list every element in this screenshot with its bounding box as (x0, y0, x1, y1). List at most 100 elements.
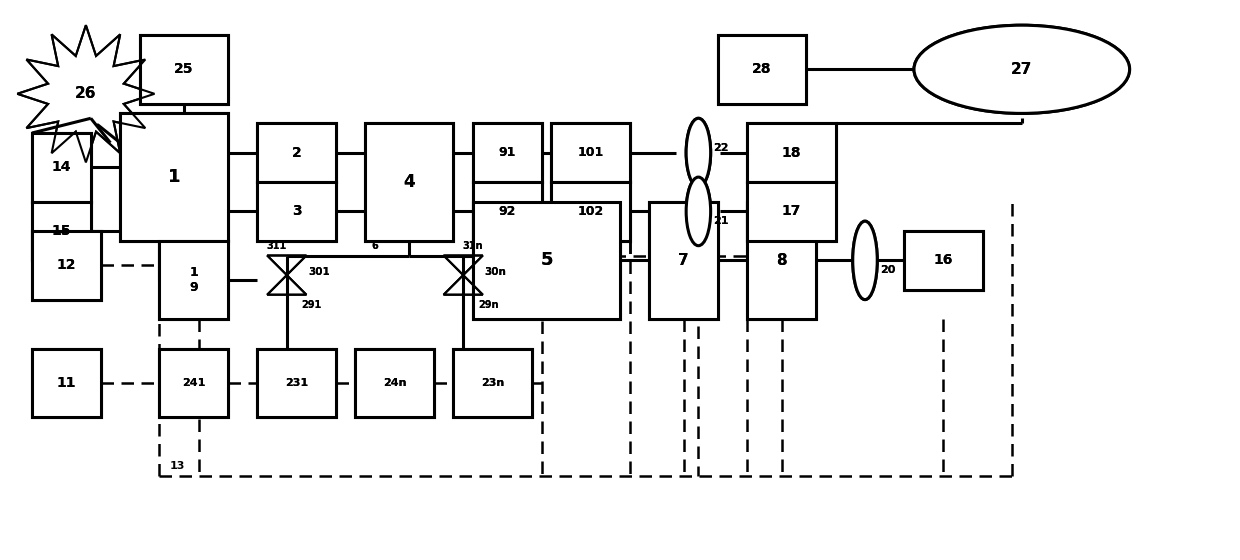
Text: 17: 17 (781, 204, 801, 218)
Text: 102: 102 (578, 205, 604, 218)
Ellipse shape (686, 118, 711, 187)
Text: 6: 6 (372, 241, 378, 251)
Ellipse shape (686, 177, 711, 246)
Text: 31n: 31n (463, 241, 484, 251)
Text: 21: 21 (713, 216, 729, 226)
Text: 5: 5 (541, 251, 553, 269)
Text: 8: 8 (776, 253, 787, 268)
Bar (718, 35, 806, 104)
Ellipse shape (686, 118, 711, 187)
Bar (140, 35, 228, 104)
Bar (160, 348, 228, 417)
Text: 3: 3 (291, 204, 301, 218)
Bar (258, 123, 336, 182)
Bar (160, 241, 228, 319)
Text: 26: 26 (76, 86, 97, 101)
Text: 1: 1 (167, 168, 180, 186)
Ellipse shape (914, 25, 1130, 114)
Text: 24n: 24n (383, 378, 407, 388)
Text: 11: 11 (57, 376, 76, 390)
Text: 5: 5 (541, 251, 553, 269)
Bar (120, 114, 228, 241)
Text: 12: 12 (57, 258, 76, 272)
Bar (472, 182, 542, 241)
Ellipse shape (853, 221, 877, 300)
Text: 28: 28 (753, 62, 771, 76)
Text: 22: 22 (713, 143, 729, 153)
Bar (748, 202, 816, 319)
Text: 27: 27 (1011, 62, 1033, 77)
Bar (904, 231, 982, 290)
Text: 17: 17 (781, 204, 801, 218)
Text: 13: 13 (169, 461, 185, 471)
Bar (32, 202, 91, 260)
Text: 20: 20 (879, 265, 895, 275)
Text: 23n: 23n (481, 378, 505, 388)
Text: 20: 20 (879, 265, 895, 275)
Text: 311: 311 (267, 241, 288, 251)
Text: 18: 18 (781, 146, 801, 160)
Text: 241: 241 (182, 378, 206, 388)
Bar (552, 182, 630, 241)
Bar (454, 348, 532, 417)
Bar (140, 35, 228, 104)
Bar (366, 123, 454, 241)
Bar (472, 202, 620, 319)
Bar (552, 123, 630, 182)
Text: 241: 241 (182, 378, 206, 388)
Text: 18: 18 (781, 146, 801, 160)
Bar (748, 202, 816, 319)
Text: 24n: 24n (383, 378, 407, 388)
Text: 14: 14 (52, 160, 71, 174)
Text: 102: 102 (578, 205, 604, 218)
Bar (32, 133, 91, 202)
Text: 6: 6 (372, 241, 378, 251)
Text: 1
9: 1 9 (190, 266, 198, 294)
Ellipse shape (853, 221, 877, 300)
Text: 26: 26 (76, 86, 97, 101)
Ellipse shape (686, 177, 711, 246)
Text: 21: 21 (713, 216, 729, 226)
Text: 25: 25 (174, 62, 193, 76)
Text: 2: 2 (291, 146, 301, 160)
Bar (32, 231, 100, 300)
Text: 3: 3 (291, 204, 301, 218)
Bar (258, 348, 336, 417)
Bar (472, 202, 620, 319)
Text: 92: 92 (498, 205, 516, 218)
Text: 291: 291 (301, 300, 321, 310)
Text: 291: 291 (301, 300, 321, 310)
Text: 8: 8 (776, 253, 787, 268)
Text: 22: 22 (713, 143, 729, 153)
Text: 91: 91 (498, 146, 516, 159)
Bar (650, 202, 718, 319)
Bar (366, 123, 454, 241)
Bar (258, 182, 336, 241)
Bar (748, 123, 836, 182)
Text: 1
9: 1 9 (190, 266, 198, 294)
Bar (356, 348, 434, 417)
Bar (258, 348, 336, 417)
Text: 7: 7 (678, 253, 689, 268)
Bar (472, 123, 542, 182)
Text: 101: 101 (578, 146, 604, 159)
Text: 231: 231 (285, 378, 309, 388)
Bar (32, 348, 100, 417)
Bar (552, 182, 630, 241)
Bar (904, 231, 982, 290)
Text: 28: 28 (753, 62, 771, 76)
Bar (748, 123, 836, 182)
Bar (32, 202, 91, 260)
Text: 12: 12 (57, 258, 76, 272)
Bar (160, 348, 228, 417)
Text: 16: 16 (934, 254, 954, 268)
Bar (258, 123, 336, 182)
Ellipse shape (914, 25, 1130, 114)
Text: 91: 91 (498, 146, 516, 159)
Bar (454, 348, 532, 417)
Text: 11: 11 (57, 376, 76, 390)
Bar (472, 182, 542, 241)
Text: 27: 27 (1011, 62, 1033, 77)
Text: 231: 231 (285, 378, 309, 388)
Bar (650, 202, 718, 319)
